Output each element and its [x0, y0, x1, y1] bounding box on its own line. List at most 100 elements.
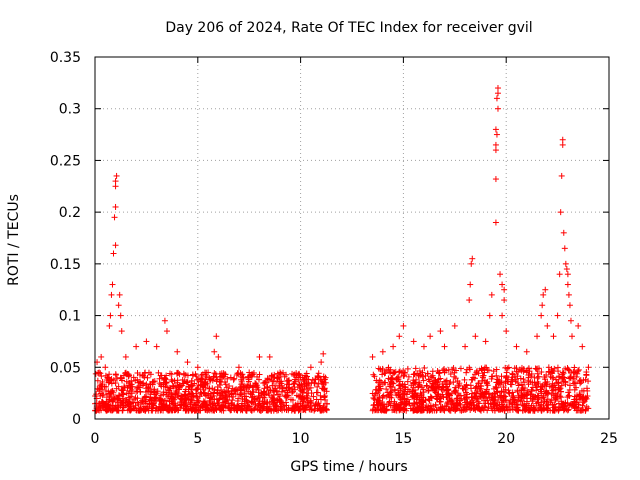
- data-point: [184, 359, 191, 366]
- data-point: [119, 377, 126, 384]
- data-point: [199, 402, 206, 409]
- data-point: [308, 406, 315, 413]
- data-point: [223, 398, 230, 405]
- data-point: [556, 271, 563, 278]
- data-point: [562, 260, 569, 267]
- data-point: [117, 312, 124, 319]
- data-point: [134, 388, 141, 395]
- data-point: [550, 375, 557, 382]
- y-tick-label: 0: [72, 412, 81, 428]
- data-point: [565, 291, 572, 298]
- data-point: [261, 388, 268, 395]
- data-point: [120, 399, 127, 406]
- data-point: [112, 242, 119, 249]
- data-point: [417, 372, 424, 379]
- data-point: [140, 379, 147, 386]
- data-point: [214, 383, 221, 390]
- data-point: [99, 378, 106, 385]
- data-point: [261, 379, 268, 386]
- data-point: [494, 90, 501, 97]
- data-point: [103, 387, 110, 394]
- data-point: [206, 397, 213, 404]
- data-point: [211, 370, 218, 377]
- data-point: [113, 385, 120, 392]
- data-point: [271, 374, 278, 381]
- data-point: [294, 403, 301, 410]
- y-tick-label: 0.2: [59, 205, 81, 221]
- data-point: [213, 333, 220, 340]
- data-point: [209, 377, 216, 384]
- data-point: [517, 375, 524, 382]
- data-point: [290, 381, 297, 388]
- data-point: [466, 297, 473, 304]
- data-point: [492, 126, 499, 133]
- data-point: [534, 375, 541, 382]
- data-point: [136, 371, 143, 378]
- data-point: [182, 406, 189, 413]
- data-point: [245, 374, 252, 381]
- data-point: [482, 338, 489, 345]
- data-point: [221, 371, 228, 378]
- data-point: [170, 383, 177, 390]
- data-point: [398, 399, 405, 406]
- data-point: [301, 378, 308, 385]
- data-point: [304, 386, 311, 393]
- data-point: [167, 385, 174, 392]
- data-point: [369, 353, 376, 360]
- data-point: [289, 405, 296, 412]
- data-point: [189, 371, 196, 378]
- data-point: [400, 322, 407, 329]
- data-point: [390, 343, 397, 350]
- data-point: [295, 393, 302, 400]
- data-point: [555, 380, 562, 387]
- data-point: [302, 404, 309, 411]
- data-point: [544, 322, 551, 329]
- data-point: [489, 373, 496, 380]
- data-point: [566, 302, 573, 309]
- data-point: [206, 376, 213, 383]
- data-point: [112, 203, 119, 210]
- data-point: [499, 281, 506, 288]
- data-point: [242, 393, 249, 400]
- data-point: [528, 388, 535, 395]
- data-point: [248, 407, 255, 414]
- data-point: [119, 407, 126, 414]
- data-point: [304, 395, 311, 402]
- data-point: [211, 348, 218, 355]
- data-point: [110, 389, 117, 396]
- y-tick-label: 0.15: [50, 257, 81, 273]
- data-point: [106, 390, 113, 397]
- data-point: [573, 384, 580, 391]
- data-point: [149, 381, 156, 388]
- data-point: [185, 407, 192, 414]
- data-point: [320, 402, 327, 409]
- data-point: [494, 105, 501, 112]
- data-point: [493, 95, 500, 102]
- data-point: [124, 370, 131, 377]
- data-point: [217, 406, 224, 413]
- data-point: [112, 178, 119, 185]
- data-point: [540, 291, 547, 298]
- data-point: [94, 406, 101, 413]
- data-point: [163, 406, 170, 413]
- data-point: [304, 379, 311, 386]
- data-point: [126, 394, 133, 401]
- data-point: [291, 402, 298, 409]
- data-point: [270, 387, 277, 394]
- data-point: [115, 302, 122, 309]
- data-point: [559, 141, 566, 148]
- data-point: [174, 404, 181, 411]
- data-point: [314, 372, 321, 379]
- data-point: [423, 382, 430, 389]
- data-point: [137, 389, 144, 396]
- data-point: [203, 406, 210, 413]
- data-point: [254, 395, 261, 402]
- data-point: [272, 402, 279, 409]
- data-point: [166, 370, 173, 377]
- data-point: [226, 393, 233, 400]
- data-point: [104, 374, 111, 381]
- data-point: [323, 401, 330, 408]
- data-point: [244, 382, 251, 389]
- data-point: [229, 385, 236, 392]
- data-point: [320, 350, 327, 357]
